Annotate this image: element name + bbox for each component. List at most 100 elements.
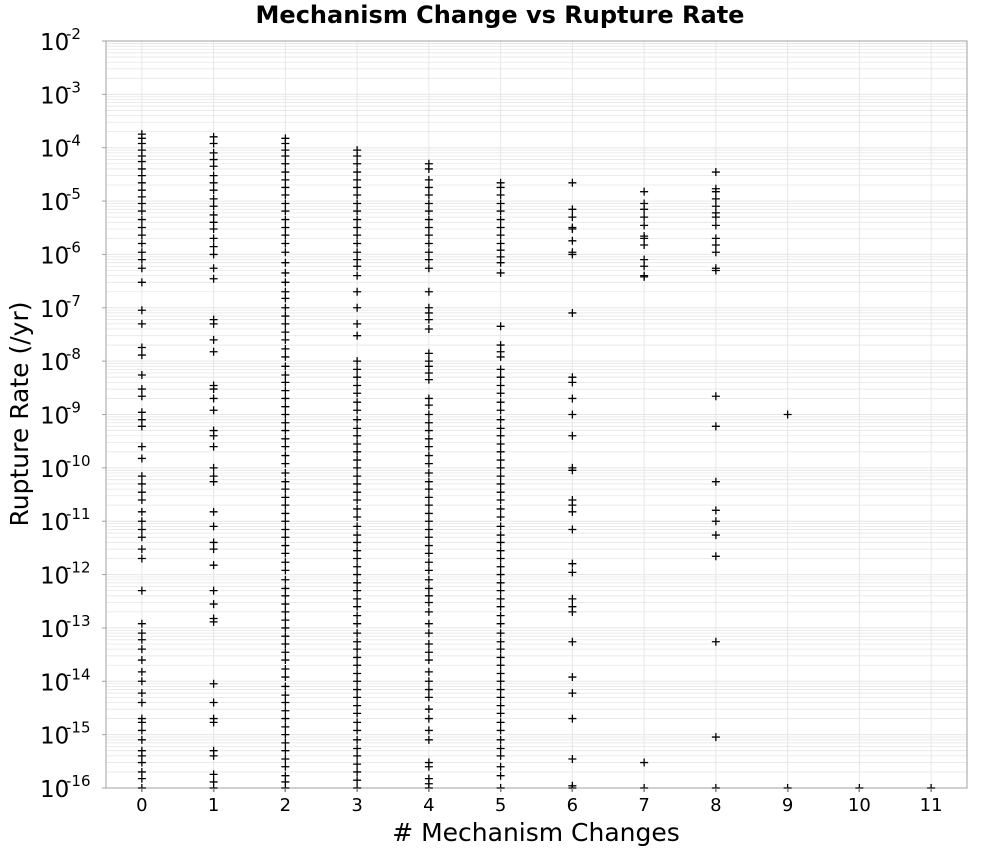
y-tick-base: 10 [40,137,69,163]
data-point [568,224,577,233]
data-point [496,424,505,433]
data-point [568,714,577,723]
data-point [353,504,362,513]
data-point [353,373,362,382]
data-point [281,600,290,609]
data-point [137,223,146,232]
data-point [424,685,433,694]
data-point [353,223,362,232]
data-point [496,611,505,620]
data-point [496,578,505,587]
data-point [281,199,290,208]
data-point [137,656,146,665]
data-point [281,344,290,353]
data-point [137,479,146,488]
data-point [209,463,218,472]
data-point [711,194,720,203]
data-point [137,677,146,686]
data-point [711,477,720,486]
data-point [209,561,218,570]
data-point [496,762,505,771]
data-point [496,223,505,232]
data-point [496,268,505,277]
data-point [424,215,433,224]
data-point [424,442,433,451]
data-point [424,223,433,232]
data-point [137,178,146,187]
data-point [711,637,720,646]
data-point [640,221,649,230]
data-point [711,733,720,742]
y-tick-exponent: -4 [66,132,81,150]
data-point [353,287,362,296]
x-tick-label: 8 [710,795,721,816]
data-point [424,762,433,771]
data-point [353,472,362,481]
data-point [496,562,505,571]
data-point [353,239,362,248]
data-point [424,239,433,248]
y-tick-exponent: -2 [66,25,81,43]
data-point [353,248,362,257]
data-point [281,248,290,257]
data-point [137,667,146,676]
x-axis-ticks: 0 1 2 3 4 5 6 7 8 9 10 11 [136,788,943,816]
data-point [424,575,433,584]
data-point [424,459,433,468]
data-point [353,718,362,727]
data-point [353,669,362,678]
data-point [137,306,146,315]
data-point [281,151,290,160]
data-point [281,493,290,502]
data-point [137,774,146,783]
data-point [209,406,218,415]
data-point [281,410,290,419]
data-point [353,611,362,620]
data-point [353,431,362,440]
data-point [281,451,290,460]
data-point [424,401,433,410]
data-point [353,735,362,744]
data-point [496,701,505,710]
data-point [353,331,362,340]
data-point [137,408,146,417]
y-tick-base: 10 [40,564,69,590]
data-point [496,322,505,331]
data-point [496,456,505,465]
data-point [424,541,433,550]
data-point [424,619,433,628]
data-point [281,746,290,755]
data-point [496,726,505,735]
data-point [496,381,505,390]
data-point [496,602,505,611]
data-point [353,488,362,497]
data-point [281,501,290,510]
data-point [281,328,290,337]
data-point [424,629,433,638]
grid-lines [106,41,967,789]
data-point [137,488,146,497]
data-point [281,394,290,403]
y-tick-base: 10 [40,510,69,536]
data-point [353,744,362,753]
data-point [353,463,362,472]
data-point [568,525,577,534]
data-point [281,183,290,192]
data-point [353,357,362,366]
data-point [424,325,433,334]
data-point [137,545,146,554]
data-point [137,758,146,767]
data-point [353,531,362,540]
data-point [496,771,505,780]
data-point [281,370,290,379]
data-point [353,365,362,374]
data-point [568,594,577,603]
data-point [209,679,218,688]
data-point [137,726,146,735]
data-point [568,637,577,646]
data-point [353,546,362,555]
data-point [209,617,218,626]
data-point [496,231,505,240]
data-point [353,685,362,694]
data-point [424,677,433,686]
